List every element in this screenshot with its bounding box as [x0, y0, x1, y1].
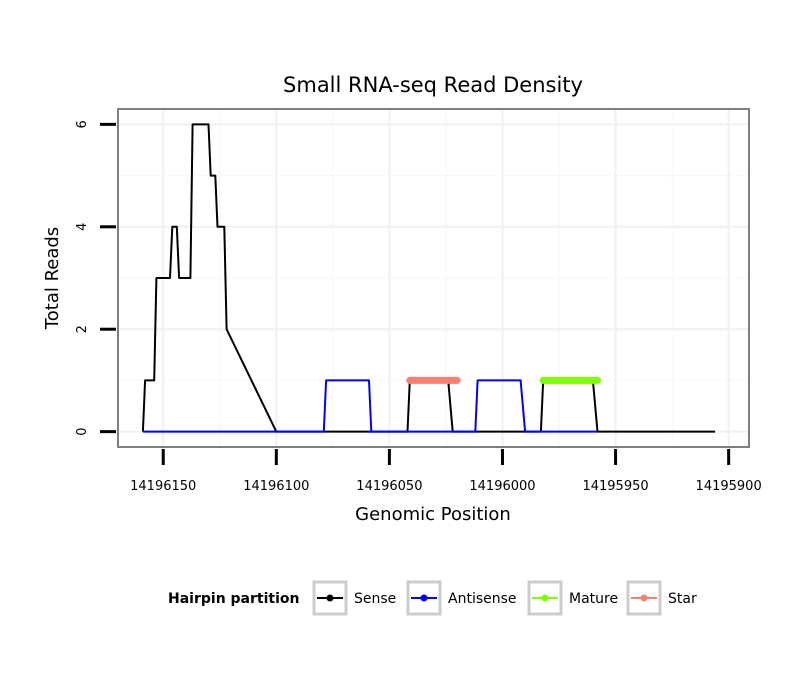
legend-label: Sense [354, 591, 396, 607]
legend-item-antisense: Antisense [406, 580, 517, 616]
x-tick-label: 14196050 [356, 479, 422, 494]
x-tick-label: 14195900 [696, 479, 762, 494]
grid [118, 109, 749, 447]
x-axis-label: Genomic Position [355, 504, 511, 525]
legend-label: Star [668, 591, 697, 607]
legend-label: Antisense [448, 591, 517, 607]
chart-title: Small RNA-seq Read Density [283, 73, 583, 97]
legend-item-star: Star [626, 580, 697, 616]
x-tick-label: 14196100 [243, 479, 309, 494]
x-tick-label: 14196150 [130, 479, 196, 494]
series-line-antisense [142, 379, 598, 433]
y-axis-label: Total Reads [42, 227, 63, 330]
y-tick-label: 6 [75, 120, 90, 128]
y-tick-label: 4 [75, 223, 90, 231]
y-tick-label: 2 [75, 325, 90, 333]
legend-item-sense: Sense [312, 580, 396, 616]
axes: 14196150 14196100 14196050 14196000 14195950… [75, 120, 762, 494]
x-tick-label: 14196000 [469, 479, 535, 494]
legend-label: Mature [569, 591, 618, 607]
legend-item-mature: Mature [527, 580, 618, 616]
legend-key-point [420, 594, 428, 602]
y-tick-label: 0 [75, 427, 90, 435]
plot-frame [117, 108, 750, 448]
series-line-sense [141, 123, 716, 433]
legend-title: Hairpin partition [168, 591, 299, 607]
series [141, 123, 716, 433]
legend-key-point [326, 594, 334, 602]
legend-key-point [541, 594, 549, 602]
legend-key-point [640, 594, 648, 602]
x-tick-label: 14195950 [582, 479, 648, 494]
legend: Hairpin partition Sense Antisense Mature St… [168, 580, 697, 616]
